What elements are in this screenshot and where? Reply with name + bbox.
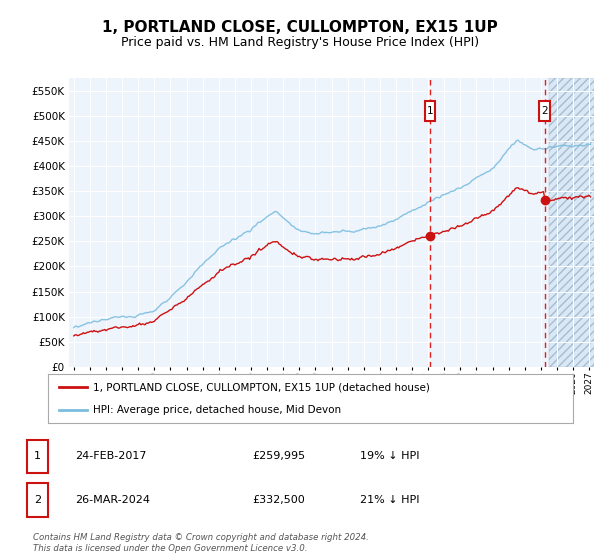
FancyBboxPatch shape bbox=[539, 101, 550, 121]
Text: £259,995: £259,995 bbox=[252, 451, 305, 461]
FancyBboxPatch shape bbox=[425, 101, 435, 121]
Text: 1: 1 bbox=[34, 451, 41, 461]
Bar bbox=[549, 78, 597, 367]
Text: 1: 1 bbox=[427, 106, 433, 116]
Text: 21% ↓ HPI: 21% ↓ HPI bbox=[360, 495, 419, 505]
Text: 19% ↓ HPI: 19% ↓ HPI bbox=[360, 451, 419, 461]
Text: HPI: Average price, detached house, Mid Devon: HPI: Average price, detached house, Mid … bbox=[92, 405, 341, 415]
Text: 24-FEB-2017: 24-FEB-2017 bbox=[75, 451, 146, 461]
Text: 1, PORTLAND CLOSE, CULLOMPTON, EX15 1UP (detached house): 1, PORTLAND CLOSE, CULLOMPTON, EX15 1UP … bbox=[92, 382, 430, 393]
Text: 1, PORTLAND CLOSE, CULLOMPTON, EX15 1UP: 1, PORTLAND CLOSE, CULLOMPTON, EX15 1UP bbox=[102, 20, 498, 35]
Text: £332,500: £332,500 bbox=[252, 495, 305, 505]
Text: Price paid vs. HM Land Registry's House Price Index (HPI): Price paid vs. HM Land Registry's House … bbox=[121, 36, 479, 49]
Text: Contains HM Land Registry data © Crown copyright and database right 2024.
This d: Contains HM Land Registry data © Crown c… bbox=[33, 533, 369, 553]
Text: 2: 2 bbox=[34, 495, 41, 505]
Text: 26-MAR-2024: 26-MAR-2024 bbox=[75, 495, 150, 505]
Text: 2: 2 bbox=[541, 106, 548, 116]
